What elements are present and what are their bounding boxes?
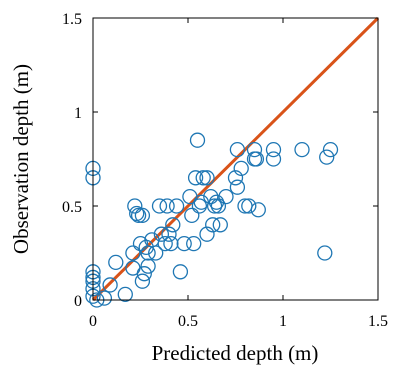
scatter-point-19 [134,273,151,289]
x-tick-label-1: 0.5 [178,313,198,330]
plot-frame [92,17,379,301]
scatter-point-39 [187,170,204,186]
x-axis-label: Predicted depth (m) [152,341,319,365]
scatter-point-67 [319,149,335,165]
scatter-point-48 [206,198,223,214]
scatter-point-53 [227,170,244,186]
scatter-point-56 [233,160,249,177]
scatter-point-55 [229,141,246,158]
scatter-point-9 [102,277,118,293]
scatter-point-41 [191,198,208,214]
scatter-point-11 [117,286,133,303]
scatter-point-44 [199,170,215,186]
scatter-point-14 [127,198,143,214]
scatter-point-50 [210,198,227,214]
scatter-point-26 [151,198,168,214]
scatter-point-46 [203,188,219,205]
scatter-point-15 [129,205,145,222]
scatter-point-37 [184,207,200,224]
y-tick-label-0: 0 [74,293,82,310]
scatter-point-38 [186,235,202,252]
scatter-point-25 [148,245,164,261]
scatter-point-54 [229,179,246,195]
scatter-point-68 [322,141,339,158]
y-tick-label-3: 1.5 [62,11,82,28]
scatter-point-35 [176,235,192,252]
scatter-point-40 [189,132,206,148]
scatter-point-63 [265,141,282,158]
scatter-point-28 [157,235,173,252]
x-tick-label-0: 0 [89,313,97,330]
x-tick-label-3: 1.5 [368,313,388,330]
scatter-point-23 [140,258,156,274]
y-axis-label: Observation depth (m) [9,64,33,254]
scatter-point-16 [130,207,147,224]
scatter-point-8 [96,290,113,306]
scatter-point-51 [212,217,228,233]
scatter-point-31 [163,235,179,252]
scatter-point-13 [125,245,141,261]
scatter-point-29 [159,198,175,214]
x-tick-label-2: 1 [279,313,287,330]
scatter-point-62 [250,202,266,218]
scatter-point-45 [199,226,215,242]
y-tick-label-1: 0.5 [62,199,82,216]
scatter-point-43 [195,170,211,186]
scatter-point-58 [241,198,257,214]
scatter-points [85,132,339,308]
scatter-point-60 [246,141,263,158]
scatter-point-66 [317,245,333,261]
scatter-point-33 [168,198,185,214]
scatter-point-49 [208,194,225,210]
reference-line [91,16,380,302]
scatter-point-52 [218,188,234,205]
scatter-point-17 [134,207,151,224]
scatter-point-32 [165,217,181,233]
y-tick-label-2: 1 [74,105,82,122]
reference-line-layer [91,16,380,302]
scatter-point-64 [265,151,282,167]
scatter-point-34 [172,264,189,280]
axis-ticks: 0 0.5 1 1.5 0 0.5 1 1.5 [62,11,388,330]
scatter-point-30 [161,226,177,242]
scatter-point-57 [237,198,253,214]
scatter-point-65 [294,141,310,158]
scatter-point-10 [108,254,124,271]
scatter-point-61 [248,151,265,167]
scatter-point-27 [153,226,170,242]
scatter-point-20 [136,266,152,282]
scatter-point-47 [205,217,221,233]
